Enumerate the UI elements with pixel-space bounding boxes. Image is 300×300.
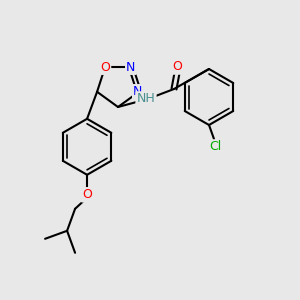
Text: N: N — [133, 85, 142, 98]
Text: O: O — [82, 188, 92, 201]
Text: N: N — [126, 61, 136, 74]
Text: O: O — [172, 61, 182, 74]
Text: Cl: Cl — [209, 140, 221, 154]
Text: O: O — [100, 61, 110, 74]
Text: NH: NH — [136, 92, 155, 106]
